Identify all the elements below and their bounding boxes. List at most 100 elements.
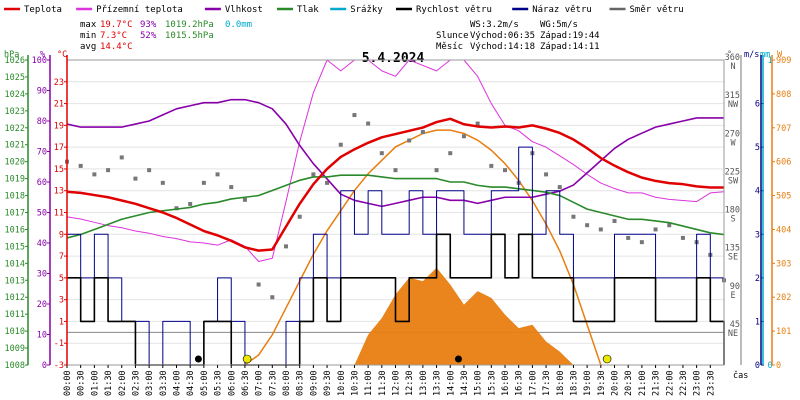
- axis-tick-label: 1011: [5, 310, 25, 320]
- stats-max-label: max: [80, 20, 97, 30]
- x-tick-label: 23:00: [693, 370, 703, 396]
- wind-tick-label: 1: [755, 317, 760, 327]
- x-tick-label: 09:00: [309, 370, 319, 396]
- unit-percent: %: [40, 50, 45, 60]
- moonrise-marker: [454, 355, 462, 363]
- x-tick-label: 01:00: [90, 370, 100, 396]
- moon-set: Západ:14:11: [540, 42, 600, 52]
- x-tick-label: 06:30: [241, 370, 251, 396]
- direction-tick-deg: 180: [725, 206, 740, 216]
- direction-tick-deg: 90: [730, 282, 740, 292]
- direction-tick-name: NW: [728, 100, 739, 110]
- series-line-teplota: [66, 117, 724, 252]
- stats-block: max 19.7°C 93% 1019.2hPa 0.0mm min 7.3°C…: [80, 20, 252, 52]
- axis-tick-label: 1022: [5, 124, 25, 134]
- axis-tick-label: 30: [37, 270, 47, 280]
- axis-tick-label: 10: [37, 331, 47, 341]
- wind-direction-point: [242, 197, 247, 202]
- axis-tick-label: 1021: [5, 141, 25, 151]
- wind-tick-label: 3: [755, 230, 760, 240]
- wind-direction-point: [680, 235, 685, 240]
- unit-ms: m/s: [744, 50, 759, 60]
- axis-tick-label: 1020: [5, 158, 25, 168]
- rain-tick-label: 1: [767, 56, 772, 66]
- x-tick-label: 10:00: [337, 370, 347, 396]
- wind-direction-point: [366, 121, 371, 126]
- unit-mm: mm: [760, 50, 770, 60]
- wind-direction-point: [420, 130, 425, 135]
- x-tick-label: 15:00: [474, 370, 484, 396]
- x-tick-label: 18:30: [569, 370, 579, 396]
- stats-min-label: min: [80, 31, 96, 41]
- stats-max-hum: 93%: [140, 20, 157, 30]
- wind-direction-point: [297, 214, 302, 219]
- x-tick-label: 16:00: [501, 370, 511, 396]
- wind-direction-point: [598, 227, 603, 232]
- direction-tick-deg: 360: [725, 53, 740, 63]
- solar-tick-label: 606: [776, 158, 791, 168]
- series-line-vlhkost: [66, 98, 724, 208]
- solar-tick-label: 303: [776, 259, 791, 269]
- stats-avg-temp: 14.4°C: [100, 42, 133, 52]
- axis-tick-label: 1019: [5, 175, 25, 185]
- wind-direction-point: [612, 218, 617, 223]
- wind-direction-point: [338, 142, 343, 147]
- axis-tick-label: 1016: [5, 225, 25, 235]
- axis-tick-label: 1: [59, 317, 64, 327]
- axis-tick-label: 21: [54, 100, 64, 110]
- stats-min-press: 1015.5hPa: [165, 31, 214, 41]
- sun-set: Západ:19:44: [540, 31, 600, 41]
- axis-tick-label: 3: [59, 296, 64, 306]
- x-tick-label: 03:00: [145, 370, 155, 396]
- x-tick-label: 08:00: [282, 370, 292, 396]
- stats-min-hum: 52%: [140, 31, 157, 41]
- wind-direction-point: [133, 176, 138, 181]
- x-tick-label: 18:00: [556, 370, 566, 396]
- direction-tick-deg: 135: [725, 244, 740, 254]
- x-tick-label: 17:30: [542, 370, 552, 396]
- moon-rise: Východ:14:18: [470, 42, 535, 52]
- wind-direction-point: [503, 168, 507, 173]
- axis-tick-label: 15: [54, 165, 64, 175]
- axis-tick-label: 90: [37, 87, 47, 97]
- x-tick-label: 00:00: [63, 370, 73, 396]
- x-tick-label: 09:30: [323, 370, 333, 396]
- unit-hpa: hPa: [4, 50, 19, 60]
- solar-tick-label: 404: [776, 225, 791, 235]
- legend-label: Náraz větru: [532, 5, 592, 15]
- axis-tick-label: 40: [37, 239, 47, 249]
- wind-direction-point: [448, 151, 453, 156]
- solar-tick-label: 707: [776, 124, 791, 134]
- x-tick-label: 10:30: [350, 370, 360, 396]
- wind-direction-point: [475, 121, 480, 126]
- x-tick-label: 21:00: [638, 370, 648, 396]
- axis-tick-label: 1015: [5, 242, 25, 252]
- sun-rise: Východ:06:35: [470, 31, 535, 41]
- wind-tick-label: 5: [755, 143, 760, 153]
- solar-tick-label: 505: [776, 192, 791, 202]
- direction-tick-name: N: [730, 62, 735, 72]
- axis-tick-label: 19: [54, 121, 64, 131]
- axis-tick-label: 70: [37, 148, 47, 158]
- legend: Teplota Přízemní teplota Vlhkost Tlak Srážky…: [4, 5, 684, 15]
- astro-info: WS:3.2m/s WG:5m/s Slunce Východ:06:35 Zá…: [436, 20, 600, 52]
- wind-direction-point: [585, 223, 590, 228]
- wind-direction-point: [557, 185, 562, 190]
- direction-tick-name: SE: [728, 253, 738, 263]
- wind-direction-point: [106, 168, 111, 173]
- unit-watt: W: [777, 50, 783, 60]
- x-tick-label: 12:00: [392, 370, 402, 396]
- axis-tick-label: 9: [59, 230, 64, 240]
- axis-unit-labels: hPa % °C ° m/s mm W čas: [4, 50, 783, 381]
- sun-label: Slunce: [436, 31, 469, 41]
- axis-tick-label: 1010: [5, 327, 25, 337]
- plot-area: [65, 59, 726, 366]
- direction-tick-deg: 225: [725, 167, 740, 177]
- x-tick-label: 00:30: [77, 370, 87, 396]
- axis-tick-label: 0: [42, 361, 47, 371]
- wind-tick-label: 6: [755, 100, 760, 110]
- unit-time: čas: [733, 370, 748, 381]
- axis-tick-label: 1008: [5, 361, 25, 371]
- x-tick-label: 20:30: [624, 370, 634, 396]
- x-tick-label: 02:00: [118, 370, 128, 396]
